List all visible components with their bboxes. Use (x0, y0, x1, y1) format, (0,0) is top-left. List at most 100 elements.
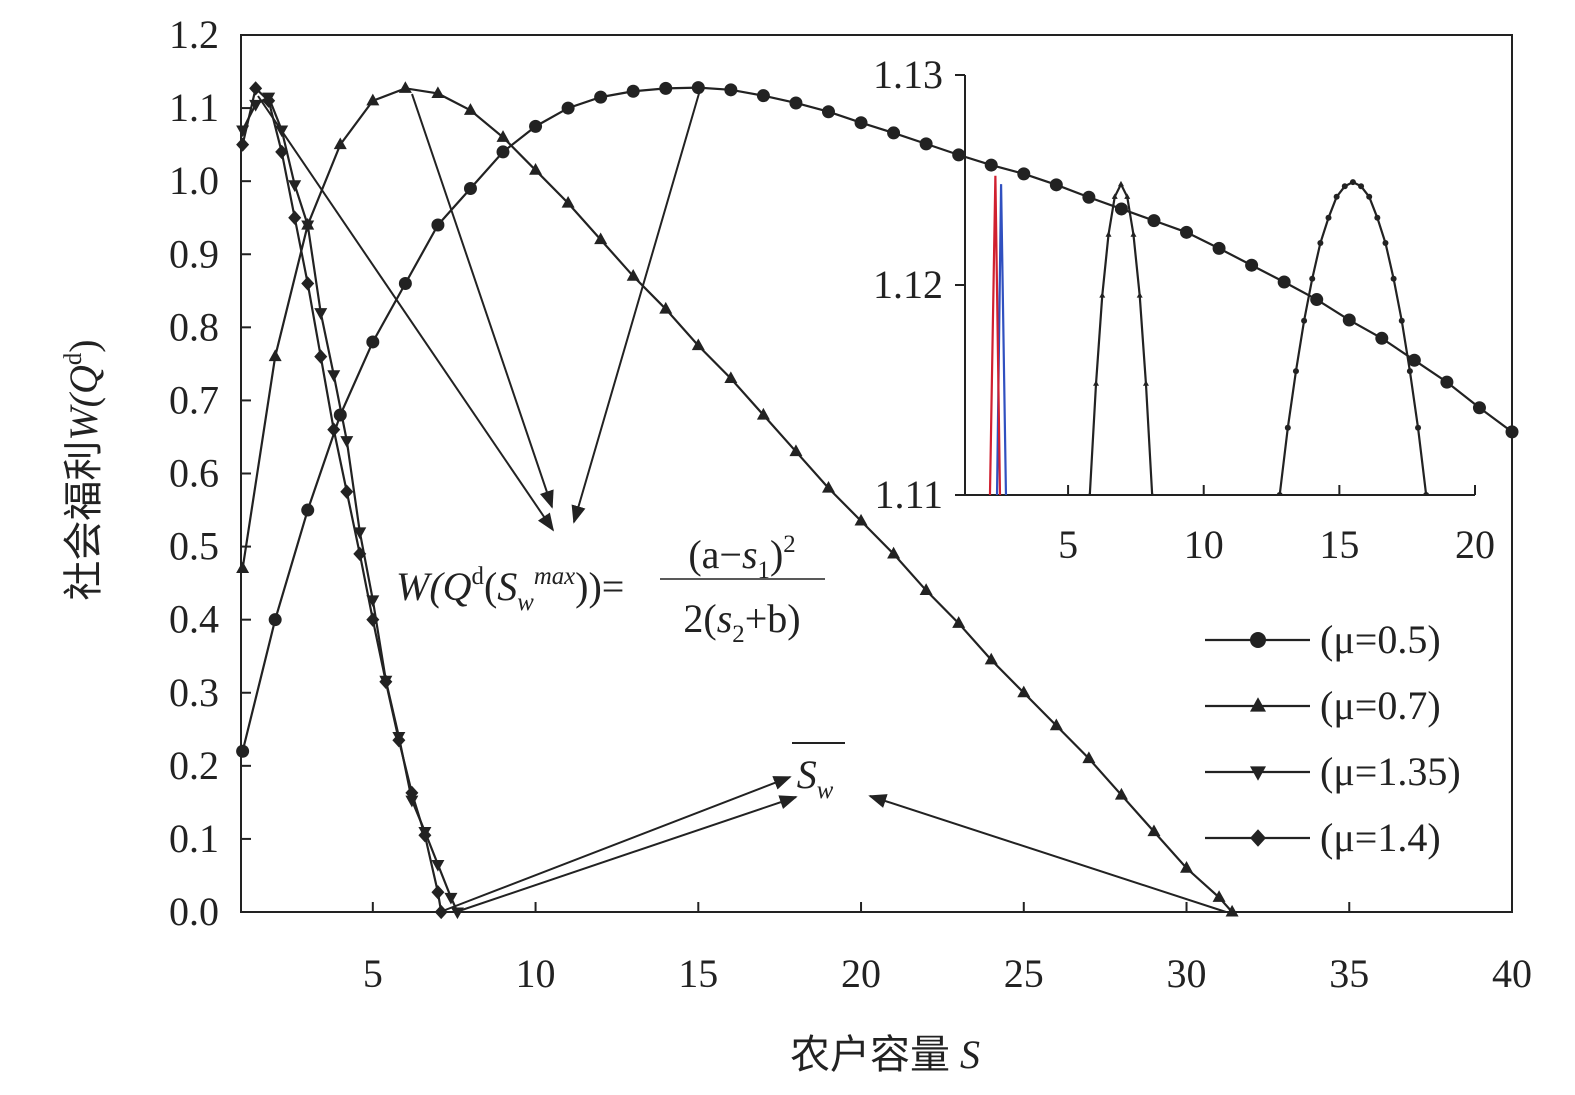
x-tick-label: 40 (1492, 951, 1532, 996)
arrow (868, 794, 1227, 913)
marker (1082, 190, 1096, 204)
text-segment: 社会福利 (61, 441, 106, 601)
y-tick-label: 0.8 (169, 304, 219, 349)
marker (314, 308, 328, 320)
marker (1301, 317, 1308, 324)
marker (1505, 425, 1519, 439)
series-line (988, 175, 1002, 495)
marker (340, 484, 354, 499)
marker (353, 527, 367, 540)
y-tick-label: 1.12 (873, 262, 943, 307)
marker (1017, 167, 1031, 181)
marker (434, 904, 448, 920)
marker (1375, 331, 1389, 345)
formula-numerator: (a−s1)2 (688, 531, 795, 584)
marker (821, 480, 835, 493)
marker (1358, 183, 1365, 190)
marker (1390, 275, 1397, 282)
marker (952, 148, 966, 162)
text-segment: ) (61, 339, 106, 352)
text-segment: d (60, 352, 87, 365)
text-segment: 2( (683, 596, 716, 641)
marker (1114, 202, 1128, 216)
text-segment: s (742, 532, 758, 577)
marker (1250, 632, 1266, 648)
marker (691, 81, 705, 95)
legend-label: (μ=0.5) (1320, 617, 1441, 662)
x-tick-label: 10 (516, 951, 556, 996)
marker (724, 83, 738, 97)
x-axis-label: 农户容量 S (790, 1032, 980, 1077)
marker (594, 90, 608, 104)
marker (1117, 180, 1124, 187)
marker (418, 828, 432, 843)
marker (887, 546, 901, 559)
marker (919, 137, 933, 151)
x-tick-label: 15 (1319, 522, 1359, 567)
marker (789, 444, 803, 457)
text-segment: ) (770, 532, 783, 577)
marker (366, 335, 380, 349)
marker (301, 276, 315, 291)
marker (1180, 861, 1194, 873)
marker (1212, 890, 1226, 902)
marker (1284, 424, 1291, 431)
marker (262, 93, 276, 108)
marker (854, 116, 868, 130)
marker (1250, 829, 1266, 847)
x-tick-label: 5 (363, 951, 383, 996)
marker (288, 210, 302, 225)
marker (1472, 401, 1486, 415)
marker (1342, 313, 1356, 327)
formula-denominator: 2(s2+b) (683, 596, 800, 648)
marker (1250, 766, 1266, 781)
marker (1250, 697, 1266, 712)
marker (301, 503, 315, 517)
text-segment: 2 (783, 531, 795, 558)
marker (1349, 179, 1356, 186)
y-axis-label: 社会福利W(Qd) (60, 339, 106, 600)
marker (275, 144, 289, 160)
marker (1415, 424, 1422, 431)
legend-label: (μ=1.35) (1320, 749, 1461, 794)
marker (405, 785, 419, 801)
text-segment: w (517, 589, 534, 616)
marker (1407, 353, 1421, 367)
marker (887, 126, 901, 140)
marker (1276, 492, 1283, 495)
marker (1150, 491, 1155, 495)
marker (236, 561, 250, 574)
marker (1093, 380, 1100, 386)
marker (1374, 214, 1381, 221)
x-tick-label: 10 (1184, 522, 1224, 567)
marker (353, 546, 367, 562)
text-segment: 农户容量 (790, 1032, 960, 1077)
y-tick-label: 0.5 (169, 524, 219, 569)
marker (314, 349, 328, 364)
marker (984, 158, 998, 172)
marker (1317, 240, 1324, 246)
series-line (1278, 180, 1428, 495)
marker (1333, 193, 1340, 200)
text-segment: 1 (758, 557, 770, 584)
x-tick-label: 15 (678, 951, 718, 996)
marker (1124, 193, 1131, 199)
formula-left: W(Qd(Swmax))= (396, 563, 624, 616)
marker (952, 616, 966, 628)
text-segment: W(Q (61, 365, 106, 441)
marker (659, 301, 673, 314)
marker (1398, 317, 1405, 324)
series-line (1088, 181, 1154, 495)
marker (789, 96, 803, 110)
marker (1292, 368, 1299, 375)
marker (405, 795, 419, 808)
text-segment: ))= (575, 564, 624, 609)
arrows (257, 89, 1227, 913)
text-segment: (a− (688, 532, 742, 577)
series-line (241, 87, 1233, 913)
y-tick-label: 0.1 (169, 816, 219, 861)
marker (333, 137, 347, 150)
text-segment: s (717, 596, 733, 641)
